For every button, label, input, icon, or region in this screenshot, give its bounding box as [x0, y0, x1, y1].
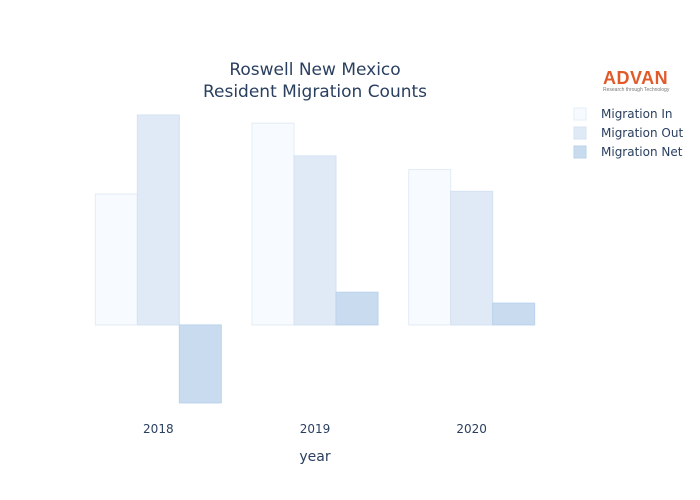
advan-logo: ADVAN Research through Technology — [603, 68, 670, 93]
chart-title-line-2: Resident Migration Counts — [203, 82, 427, 102]
legend-swatch — [573, 145, 587, 159]
legend-item-migration-net[interactable]: Migration Net — [573, 145, 683, 159]
legend-swatch — [573, 107, 587, 121]
bars — [94, 114, 536, 404]
bar-migration-out-2019[interactable] — [293, 155, 337, 326]
x-tick-label: 2020 — [456, 422, 487, 436]
bar-migration-out-2020[interactable] — [450, 190, 494, 326]
legend-label: Migration In — [601, 107, 673, 121]
legend-label: Migration Out — [601, 126, 683, 140]
legend-label: Migration Net — [601, 145, 683, 159]
bar-migration-net-2019[interactable] — [335, 291, 379, 326]
legend[interactable]: Migration In Migration Out Migration Net — [573, 107, 683, 159]
x-axis-title: year — [299, 449, 330, 465]
logo-tagline: Research through Technology — [603, 87, 670, 93]
chart-title: Roswell New Mexico Resident Migration Co… — [203, 60, 427, 102]
legend-item-migration-in[interactable]: Migration In — [573, 107, 673, 121]
logo-wordmark: ADVAN — [603, 68, 668, 88]
bar-migration-net-2018[interactable] — [178, 324, 222, 404]
bar-migration-in-2019[interactable] — [251, 122, 295, 326]
bar-migration-in-2018[interactable] — [94, 193, 138, 326]
x-tick-label: 2019 — [300, 422, 331, 436]
legend-item-migration-out[interactable]: Migration Out — [573, 126, 683, 140]
x-axis-ticks: 2018 2019 2020 — [143, 422, 487, 436]
bar-migration-net-2020[interactable] — [492, 302, 536, 326]
x-tick-label: 2018 — [143, 422, 174, 436]
bar-migration-in-2020[interactable] — [408, 169, 452, 326]
chart-title-line-1: Roswell New Mexico — [229, 60, 400, 80]
legend-swatch — [573, 126, 587, 140]
bar-migration-out-2018[interactable] — [136, 114, 180, 326]
